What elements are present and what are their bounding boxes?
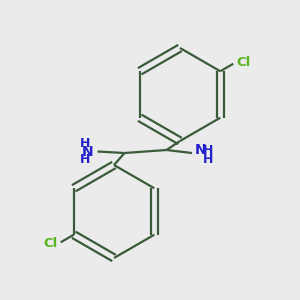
- Text: Cl: Cl: [43, 237, 57, 250]
- Text: H: H: [203, 153, 214, 166]
- Text: N: N: [82, 145, 94, 158]
- Text: H: H: [80, 136, 90, 150]
- Text: N: N: [195, 143, 207, 157]
- Text: Cl: Cl: [237, 56, 251, 69]
- Text: H: H: [80, 153, 90, 167]
- Text: H: H: [203, 143, 214, 157]
